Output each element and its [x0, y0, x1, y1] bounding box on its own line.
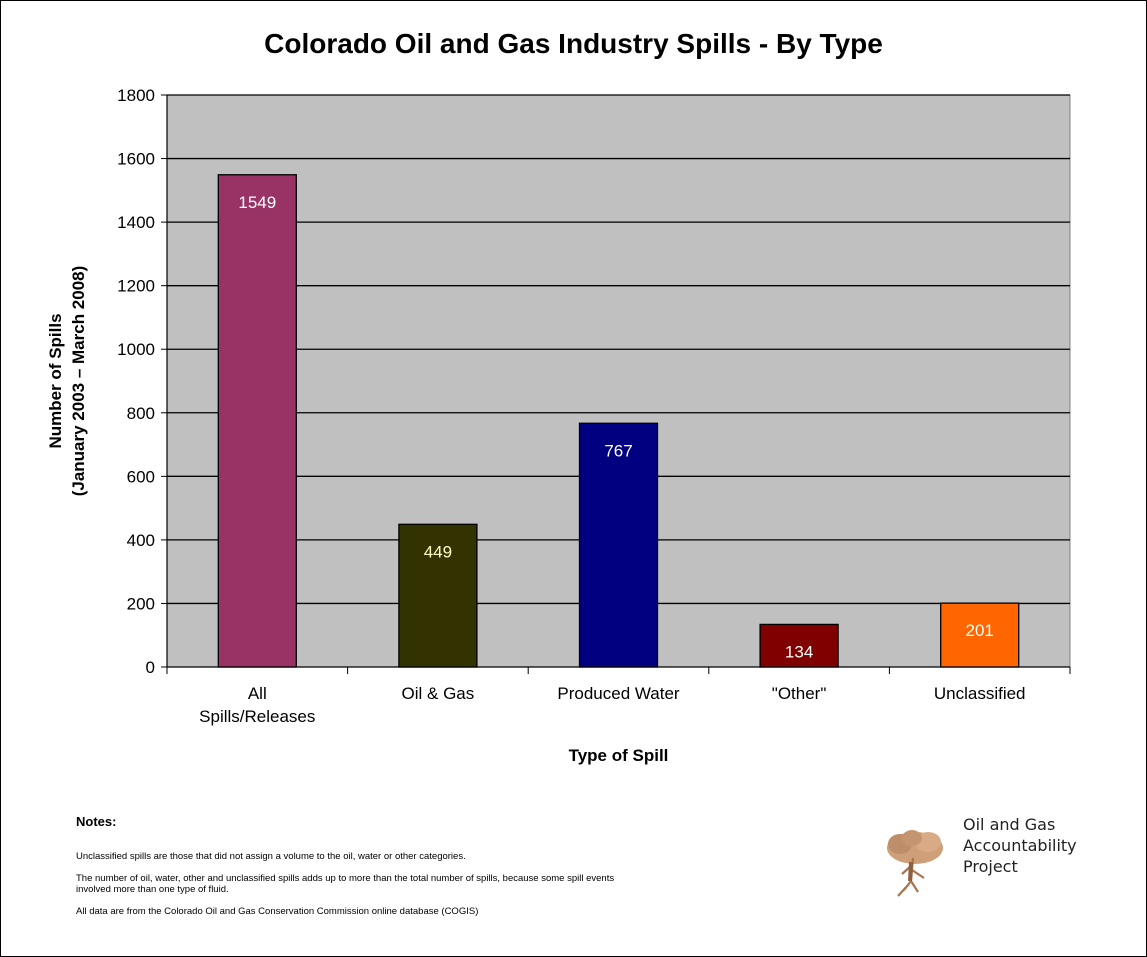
note-overlap: The number of oil, water, other and uncl… [76, 873, 615, 895]
y-tick-label: 1600 [117, 150, 155, 169]
bar [759, 623, 839, 668]
logo-line-1: Oil and Gas [963, 815, 1056, 834]
x-tick-label: Unclassified [934, 684, 1026, 703]
y-tick-label: 400 [127, 531, 155, 550]
note-unclassified: Unclassified spills are those that did n… [76, 851, 466, 862]
bar [398, 523, 478, 668]
y-tick-label: 1200 [117, 277, 155, 296]
notes-section: Notes: Unclassified spills are those tha… [76, 814, 796, 928]
bar [217, 174, 297, 668]
y-tick-label: 0 [146, 658, 155, 677]
logo-text: Oil and Gas Accountability Project [963, 814, 1077, 877]
logo-line-3: Project [963, 857, 1018, 876]
x-axis-label: Type of Spill [569, 746, 669, 765]
bar-value-label: 449 [424, 542, 452, 561]
y-tick-label: 600 [127, 467, 155, 486]
bar-value-label: 767 [604, 441, 632, 460]
notes-heading: Notes: [76, 814, 117, 829]
ogap-logo: Oil and Gas Accountability Project [880, 810, 1120, 910]
bar-value-label: 1549 [238, 193, 276, 212]
bar [578, 422, 659, 668]
logo-line-2: Accountability [963, 836, 1077, 855]
tree-icon [887, 830, 943, 897]
y-axis-label: Number of Spills [46, 313, 65, 448]
chart-title: Colorado Oil and Gas Industry Spills - B… [264, 28, 883, 59]
x-tick-label: Spills/Releases [199, 707, 315, 726]
x-tick-label: All [248, 684, 267, 703]
note-source: All data are from the Colorado Oil and G… [76, 906, 479, 917]
y-tick-label: 200 [127, 594, 155, 613]
x-tick-label: Produced Water [557, 684, 680, 703]
x-tick-label: Oil & Gas [402, 684, 475, 703]
y-tick-label: 1800 [117, 86, 155, 105]
y-tick-label: 1400 [117, 213, 155, 232]
y-tick-label: 1000 [117, 340, 155, 359]
bar [940, 602, 1020, 668]
bar-value-label: 134 [785, 642, 813, 661]
bar-value-label: 201 [966, 621, 994, 640]
x-tick-label: "Other" [772, 684, 827, 703]
y-axis-label-sub: (January 2003 – March 2008) [69, 266, 88, 497]
y-tick-label: 800 [127, 404, 155, 423]
